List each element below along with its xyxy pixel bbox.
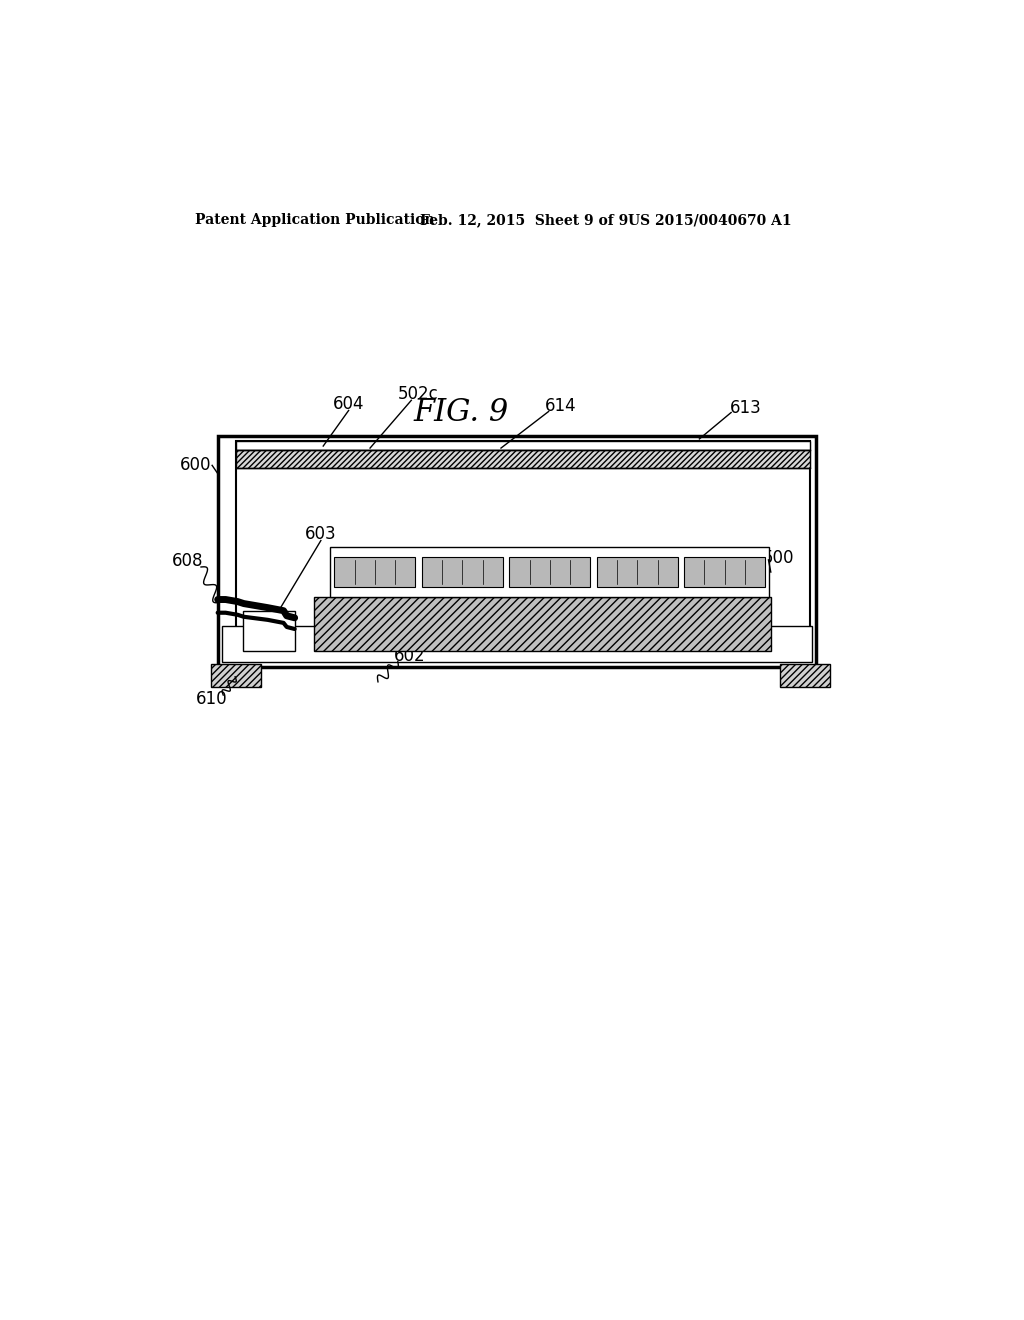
Bar <box>597 557 678 587</box>
Bar <box>334 557 416 587</box>
Text: 602: 602 <box>394 647 426 665</box>
Bar <box>236 441 811 656</box>
Text: 613: 613 <box>729 400 761 417</box>
Bar <box>211 664 261 686</box>
Text: 500: 500 <box>763 549 795 566</box>
Bar <box>422 557 503 587</box>
Text: 614: 614 <box>545 397 577 416</box>
Text: 610: 610 <box>196 690 227 708</box>
Bar <box>684 557 765 587</box>
Bar <box>236 441 811 450</box>
Bar <box>509 557 591 587</box>
Bar <box>331 546 769 598</box>
Text: Feb. 12, 2015  Sheet 9 of 9: Feb. 12, 2015 Sheet 9 of 9 <box>420 214 629 227</box>
Text: 603: 603 <box>305 525 337 544</box>
Bar <box>243 611 295 651</box>
Bar <box>236 450 811 469</box>
Text: 502c: 502c <box>397 385 438 403</box>
Text: Patent Application Publication: Patent Application Publication <box>196 214 435 227</box>
Bar <box>314 598 771 651</box>
Bar <box>780 664 830 686</box>
Text: 604: 604 <box>333 396 365 413</box>
Bar <box>221 626 812 661</box>
Bar <box>218 436 816 667</box>
Text: 600: 600 <box>179 457 211 474</box>
Text: FIG. 9: FIG. 9 <box>414 397 509 428</box>
Text: 601: 601 <box>655 607 687 624</box>
Text: US 2015/0040670 A1: US 2015/0040670 A1 <box>628 214 792 227</box>
Text: 608: 608 <box>172 552 204 570</box>
